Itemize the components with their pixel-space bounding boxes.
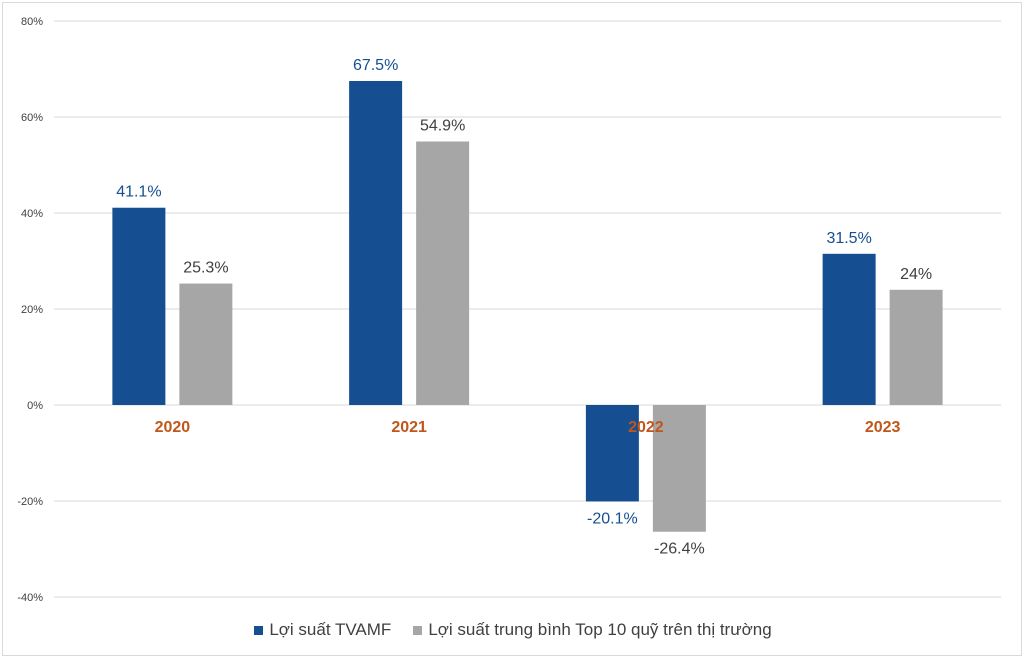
category-label: 2023 <box>865 419 901 436</box>
bar-top10 <box>179 283 233 405</box>
y-tick-label: 20% <box>21 304 43 316</box>
bar-chart: 80% 60% 40% 20% 0% -20% -40% 41.1% 25.3% 2020 67.5… <box>17 16 1001 604</box>
y-tick-label: 0% <box>27 400 43 412</box>
legend-item-top10: Lợi suất trung bình Top 10 quỹ trên thị … <box>413 620 772 640</box>
data-label: 41.1% <box>116 184 161 201</box>
data-label: 67.5% <box>353 57 398 74</box>
bar-top10 <box>416 141 470 406</box>
y-tick-label: -20% <box>17 496 43 508</box>
bar-top10 <box>652 405 706 532</box>
category-label: 2020 <box>155 419 191 436</box>
legend-label-top10: Lợi suất trung bình Top 10 quỹ trên thị … <box>428 620 772 639</box>
legend-swatch-top10 <box>413 625 423 635</box>
legend-label-tvamf: Lợi suất TVAMF <box>269 620 392 639</box>
legend-item-tvamf: Lợi suất TVAMF <box>254 620 391 640</box>
category-label: 2021 <box>391 419 427 436</box>
data-label: -26.4% <box>654 541 705 558</box>
data-label: -20.1% <box>587 510 638 527</box>
legend-swatch-tvamf <box>254 625 264 635</box>
bar-tvamf <box>585 405 639 502</box>
data-label: 54.9% <box>420 117 465 134</box>
y-tick-label: 60% <box>21 112 43 124</box>
legend: Lợi suất TVAMF Lợi suất trung bình Top 1… <box>0 620 1026 640</box>
y-tick-label: 40% <box>21 208 43 220</box>
bar-tvamf <box>822 253 876 405</box>
data-label: 24% <box>900 266 932 283</box>
y-tick-label: -40% <box>17 592 43 604</box>
y-tick-label: 80% <box>21 16 43 28</box>
bar-top10 <box>889 289 943 405</box>
data-label: 31.5% <box>826 230 871 247</box>
category-label: 2022 <box>628 419 664 436</box>
data-label: 25.3% <box>183 260 228 277</box>
bar-tvamf <box>349 81 403 405</box>
bar-tvamf <box>112 207 166 405</box>
